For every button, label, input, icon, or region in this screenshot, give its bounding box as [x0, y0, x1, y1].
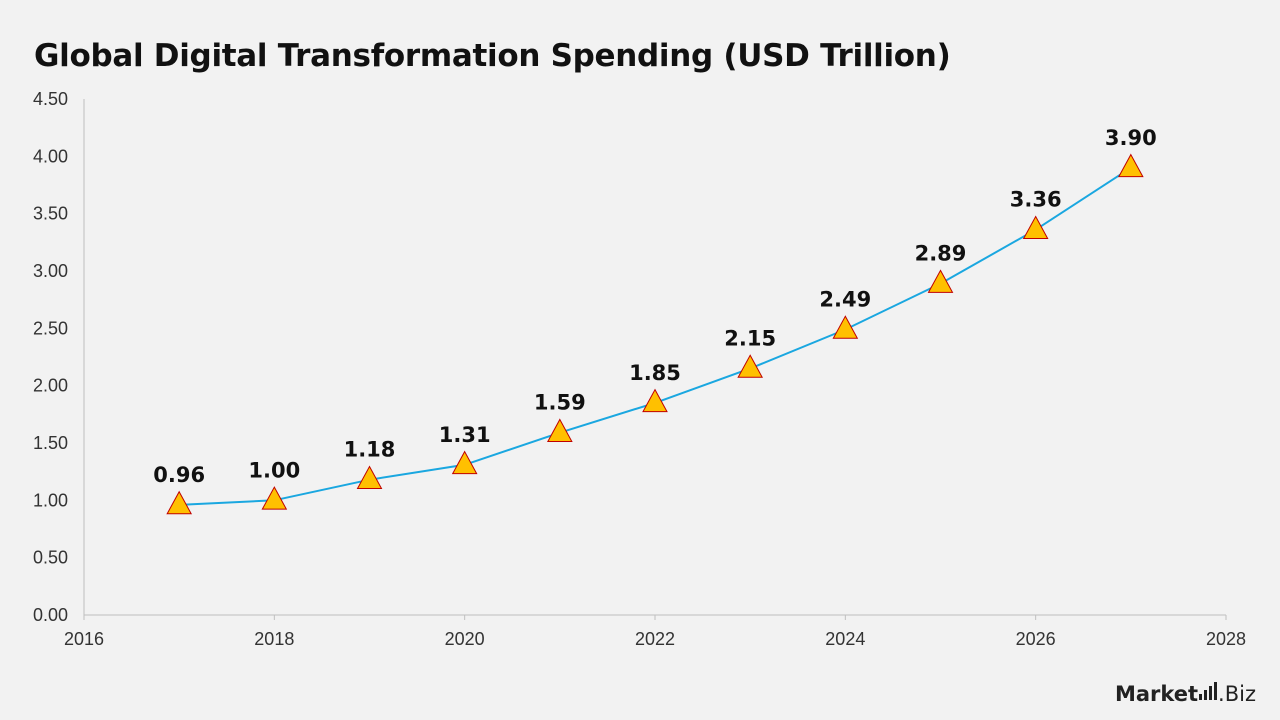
data-point-2026: [1022, 215, 1049, 240]
watermark-brand-rest: .Biz: [1218, 682, 1256, 706]
data-point-2024: [832, 315, 859, 339]
data-point-2025: [927, 269, 954, 293]
data-point-2018: [261, 486, 288, 510]
data-point-2027: [1117, 153, 1144, 178]
y-tick-label: 2.50: [33, 318, 68, 338]
y-axis-ticks: 0.00 0.50 1.00 1.50 2.00 2.50 3.00 3.50 4.00 4.50: [33, 89, 68, 625]
data-labels: 0.96 1.00 1.18 1.31 1.59 1.85 2.15 2.49 2.89 3.36…: [153, 126, 1156, 487]
data-point-2022: [642, 388, 668, 413]
y-tick-label: 3.50: [33, 204, 68, 224]
data-label-2026: 3.36: [1010, 188, 1062, 212]
x-tick-label: 2024: [825, 629, 865, 649]
data-label-2027: 3.90: [1105, 126, 1157, 150]
x-tick-label: 2026: [1016, 629, 1056, 649]
data-label-2024: 2.49: [819, 287, 871, 311]
bar-chart-icon: [1199, 682, 1218, 700]
x-tick-label: 2020: [445, 629, 485, 649]
x-axis-ticks: 2016 2018 2020 2022 2024 2026 2028: [64, 615, 1246, 649]
y-tick-label: 1.50: [33, 433, 68, 453]
data-label-2020: 1.31: [439, 423, 491, 447]
data-label-2022: 1.85: [629, 361, 681, 385]
y-tick-label: 0.50: [33, 548, 68, 568]
series-markers: [166, 153, 1144, 515]
data-label-2023: 2.15: [724, 326, 776, 350]
y-tick-label: 2.00: [33, 376, 68, 396]
y-tick-label: 1.00: [33, 490, 68, 510]
x-tick-label: 2028: [1206, 629, 1246, 649]
data-point-2017: [166, 490, 193, 515]
data-label-2018: 1.00: [248, 458, 300, 482]
series-path: [179, 166, 1132, 506]
data-point-2020: [451, 450, 478, 475]
y-tick-label: 4.00: [33, 146, 68, 166]
data-point-2021: [546, 418, 573, 442]
x-tick-label: 2022: [635, 629, 675, 649]
watermark-brand-bold: Market: [1114, 682, 1199, 706]
data-label-2021: 1.59: [534, 391, 586, 415]
y-tick-label: 0.00: [33, 605, 68, 625]
data-label-2025: 2.89: [915, 242, 967, 266]
brand-watermark: Market .Biz: [1115, 682, 1256, 706]
y-tick-label: 3.00: [33, 261, 68, 281]
data-label-2019: 1.18: [344, 438, 396, 462]
x-tick-label: 2016: [64, 629, 104, 649]
y-tick-label: 4.50: [33, 89, 68, 109]
data-point-2019: [356, 465, 383, 489]
data-label-2017: 0.96: [153, 463, 205, 487]
chart-title: Global Digital Transformation Spending (…: [34, 38, 951, 74]
series-line: [179, 166, 1132, 506]
x-tick-label: 2018: [254, 629, 294, 649]
chart-axes: [83, 99, 1226, 616]
data-point-2023: [737, 354, 764, 378]
